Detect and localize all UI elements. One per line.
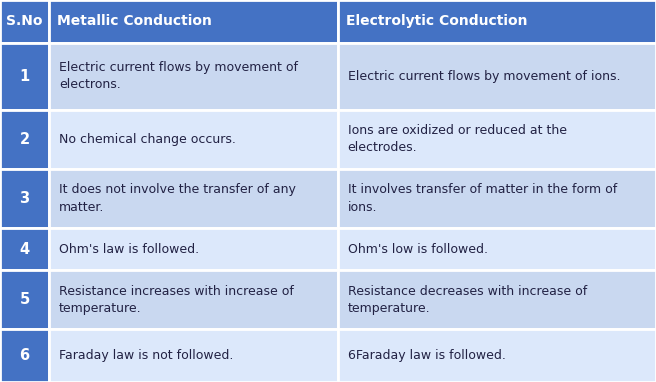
- Text: Resistance increases with increase of
temperature.: Resistance increases with increase of te…: [59, 285, 294, 315]
- Bar: [0, 110, 49, 169]
- Bar: [338, 0, 656, 43]
- Bar: [0, 0, 49, 43]
- Text: Ohm's law is followed.: Ohm's law is followed.: [59, 243, 199, 256]
- Text: 6Faraday law is followed.: 6Faraday law is followed.: [348, 349, 506, 362]
- Bar: [0, 43, 49, 110]
- Bar: [338, 169, 656, 228]
- Bar: [338, 330, 656, 382]
- Bar: [49, 110, 338, 169]
- Bar: [49, 270, 338, 330]
- Text: Electric current flows by movement of ions.: Electric current flows by movement of io…: [348, 70, 620, 83]
- Bar: [0, 169, 49, 228]
- Text: 5: 5: [20, 292, 30, 307]
- Text: It involves transfer of matter in the form of
ions.: It involves transfer of matter in the fo…: [348, 183, 617, 214]
- Text: Faraday law is not followed.: Faraday law is not followed.: [59, 349, 234, 362]
- Text: 3: 3: [20, 191, 30, 206]
- Bar: [338, 110, 656, 169]
- Text: 4: 4: [20, 242, 30, 257]
- Bar: [338, 270, 656, 330]
- Bar: [0, 228, 49, 270]
- Text: S.No: S.No: [7, 15, 43, 28]
- Text: No chemical change occurs.: No chemical change occurs.: [59, 133, 236, 146]
- Bar: [0, 330, 49, 382]
- Bar: [0, 270, 49, 330]
- Bar: [338, 228, 656, 270]
- Bar: [49, 169, 338, 228]
- Bar: [49, 0, 338, 43]
- Text: It does not involve the transfer of any
matter.: It does not involve the transfer of any …: [59, 183, 296, 214]
- Text: Ions are oxidized or reduced at the
electrodes.: Ions are oxidized or reduced at the elec…: [348, 124, 567, 154]
- Text: Metallic Conduction: Metallic Conduction: [57, 15, 212, 28]
- Text: 6: 6: [20, 348, 30, 363]
- Text: Electrolytic Conduction: Electrolytic Conduction: [346, 15, 527, 28]
- Text: Electric current flows by movement of
electrons.: Electric current flows by movement of el…: [59, 61, 298, 91]
- Bar: [49, 228, 338, 270]
- Bar: [49, 43, 338, 110]
- Text: Resistance decreases with increase of
temperature.: Resistance decreases with increase of te…: [348, 285, 587, 315]
- Bar: [49, 330, 338, 382]
- Text: 2: 2: [20, 132, 30, 147]
- Text: 1: 1: [20, 69, 30, 84]
- Text: Ohm's low is followed.: Ohm's low is followed.: [348, 243, 487, 256]
- Bar: [338, 43, 656, 110]
